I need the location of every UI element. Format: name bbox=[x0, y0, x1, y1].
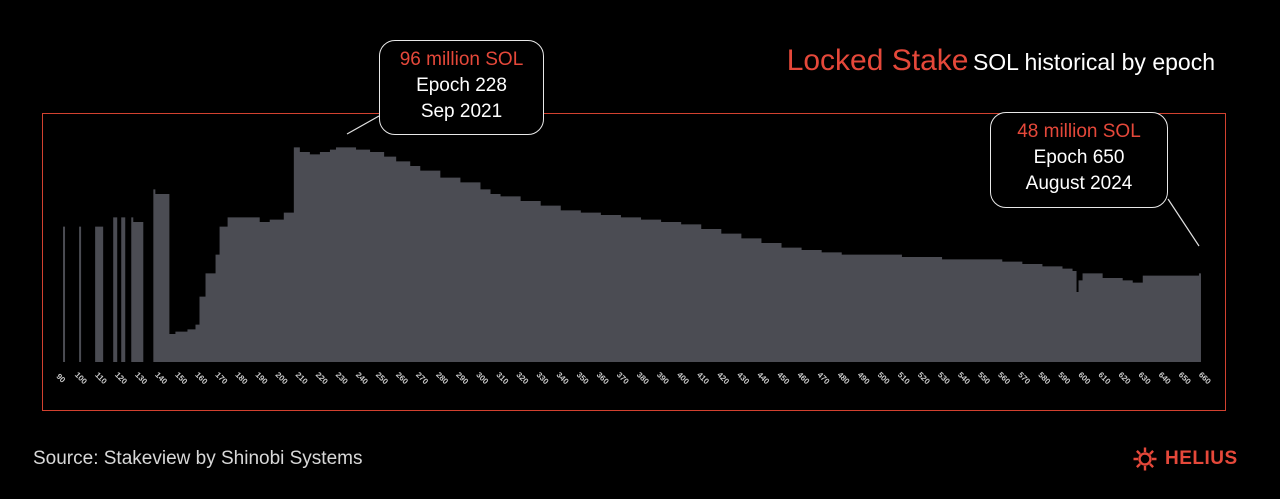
x-tick-label: 460 bbox=[795, 370, 811, 386]
x-tick-label: 610 bbox=[1096, 370, 1112, 386]
x-tick-label: 490 bbox=[856, 370, 872, 386]
x-tick-label: 360 bbox=[595, 370, 611, 386]
x-tick-label: 200 bbox=[274, 370, 290, 386]
x-tick-label: 170 bbox=[213, 370, 229, 386]
x-tick-label: 660 bbox=[1197, 370, 1213, 386]
x-tick-label: 90 bbox=[54, 372, 67, 385]
x-tick-label: 540 bbox=[956, 370, 972, 386]
x-tick-label: 520 bbox=[916, 370, 932, 386]
x-tick-label: 240 bbox=[354, 370, 370, 386]
x-tick-label: 620 bbox=[1117, 370, 1133, 386]
chart-frame bbox=[42, 113, 1226, 411]
logo-text: HELIUS bbox=[1165, 448, 1238, 469]
chart-title: Locked Stake SOL historical by epoch bbox=[787, 44, 1215, 78]
x-tick-label: 430 bbox=[735, 370, 751, 386]
current-date: August 2024 bbox=[1025, 173, 1133, 194]
title-accent: Locked Stake bbox=[786, 44, 969, 77]
x-tick-label: 320 bbox=[514, 370, 530, 386]
x-tick-label: 210 bbox=[294, 370, 310, 386]
current-value: 48 million SOL bbox=[1017, 121, 1141, 142]
x-tick-label: 440 bbox=[755, 370, 771, 386]
callout-leader-line bbox=[346, 115, 380, 135]
source-text: Source: Stakeview by Shinobi Systems bbox=[33, 448, 363, 469]
peak-date: Sep 2021 bbox=[420, 101, 503, 122]
x-tick-label: 350 bbox=[575, 370, 591, 386]
x-tick-label: 480 bbox=[836, 370, 852, 386]
helius-logo: HELIUS bbox=[1132, 446, 1238, 472]
x-tick-label: 510 bbox=[896, 370, 912, 386]
title-rest: SOL historical by epoch bbox=[972, 49, 1215, 75]
x-tick-label: 110 bbox=[93, 370, 109, 386]
callout-leader-line bbox=[1167, 198, 1200, 247]
x-tick-label: 590 bbox=[1056, 370, 1072, 386]
x-tick-label: 310 bbox=[494, 370, 510, 386]
x-tick-label: 450 bbox=[775, 370, 791, 386]
x-tick-label: 260 bbox=[394, 370, 410, 386]
x-tick-label: 600 bbox=[1076, 370, 1092, 386]
x-tick-label: 150 bbox=[173, 370, 189, 386]
series-area bbox=[55, 147, 1211, 362]
x-tick-label: 560 bbox=[996, 370, 1012, 386]
helius-logo-icon bbox=[1133, 447, 1157, 471]
x-tick-label: 290 bbox=[454, 370, 470, 386]
x-tick-label: 500 bbox=[876, 370, 892, 386]
x-tick-label: 370 bbox=[615, 370, 631, 386]
x-tick-label: 160 bbox=[193, 370, 209, 386]
x-tick-label: 120 bbox=[113, 370, 129, 386]
x-tick-label: 530 bbox=[936, 370, 952, 386]
x-tick-label: 100 bbox=[73, 370, 89, 386]
x-tick-label: 340 bbox=[555, 370, 571, 386]
x-tick-label: 470 bbox=[816, 370, 832, 386]
x-tick-label: 640 bbox=[1157, 370, 1173, 386]
x-tick-label: 180 bbox=[234, 370, 250, 386]
x-tick-label: 410 bbox=[695, 370, 711, 386]
x-tick-label: 330 bbox=[535, 370, 551, 386]
current-callout: 48 million SOL Epoch 650 August 2024 bbox=[990, 112, 1168, 208]
x-tick-label: 280 bbox=[434, 370, 450, 386]
x-tick-label: 130 bbox=[133, 370, 149, 386]
x-tick-label: 190 bbox=[254, 370, 270, 386]
x-tick-label: 140 bbox=[153, 370, 169, 386]
x-tick-label: 300 bbox=[474, 370, 490, 386]
x-tick-label: 380 bbox=[635, 370, 651, 386]
x-tick-label: 270 bbox=[414, 370, 430, 386]
x-tick-label: 250 bbox=[374, 370, 390, 386]
peak-callout: 96 million SOL Epoch 228 Sep 2021 bbox=[379, 40, 544, 135]
x-tick-label: 570 bbox=[1016, 370, 1032, 386]
x-tick-label: 400 bbox=[675, 370, 691, 386]
x-tick-label: 230 bbox=[334, 370, 350, 386]
peak-value: 96 million SOL bbox=[399, 49, 524, 70]
x-tick-label: 580 bbox=[1036, 370, 1052, 386]
x-tick-label: 650 bbox=[1177, 370, 1193, 386]
x-tick-label: 390 bbox=[655, 370, 671, 386]
x-tick-label: 220 bbox=[314, 370, 330, 386]
x-tick-label: 550 bbox=[976, 370, 992, 386]
peak-epoch: Epoch 228 bbox=[416, 75, 507, 96]
x-tick-label: 420 bbox=[715, 370, 731, 386]
current-epoch: Epoch 650 bbox=[1033, 147, 1125, 168]
x-tick-label: 630 bbox=[1137, 370, 1153, 386]
